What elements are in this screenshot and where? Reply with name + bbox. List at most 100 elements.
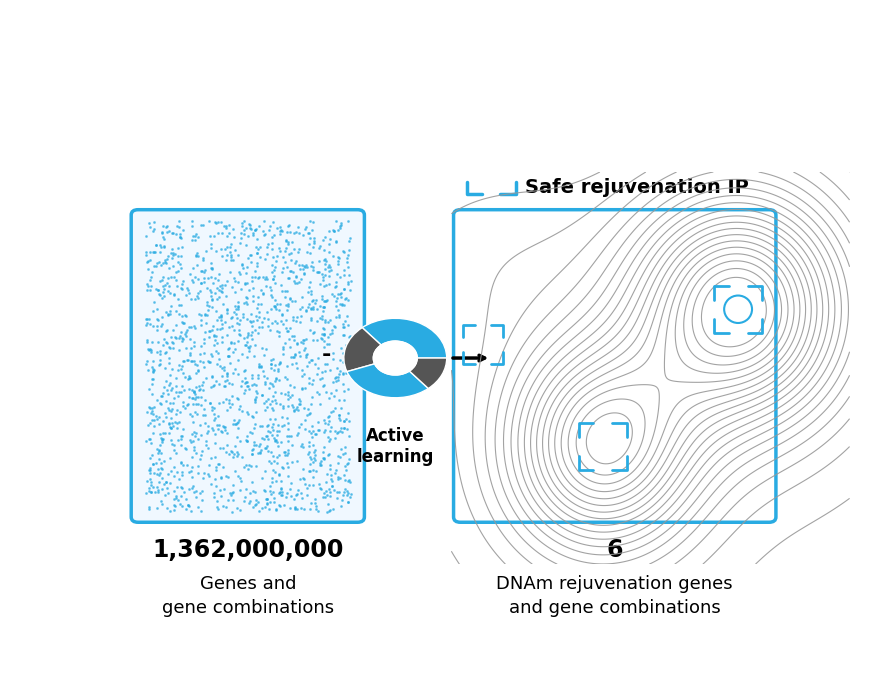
- Point: [331, 426, 345, 437]
- Point: [273, 486, 287, 497]
- Point: [257, 371, 271, 382]
- Point: [304, 354, 318, 365]
- Point: [250, 496, 265, 507]
- Point: [320, 469, 335, 480]
- Point: [319, 476, 333, 487]
- Point: [181, 499, 195, 510]
- Point: [324, 264, 338, 275]
- Point: [152, 477, 166, 488]
- Point: [258, 313, 272, 324]
- Point: [281, 389, 295, 400]
- Point: [343, 491, 358, 502]
- Point: [327, 290, 342, 301]
- Point: [295, 492, 309, 503]
- Point: [273, 398, 287, 409]
- Point: [323, 491, 337, 502]
- Point: [188, 294, 202, 305]
- Point: [172, 215, 186, 226]
- Point: [155, 319, 169, 330]
- Point: [185, 393, 199, 404]
- Point: [267, 316, 281, 327]
- Point: [207, 330, 221, 341]
- Point: [174, 262, 189, 273]
- Point: [243, 250, 258, 261]
- Point: [268, 376, 282, 387]
- Point: [175, 470, 189, 481]
- Point: [189, 398, 203, 409]
- Point: [328, 300, 342, 311]
- Point: [150, 325, 165, 336]
- Point: [231, 276, 245, 287]
- Point: [187, 321, 201, 332]
- Point: [288, 257, 302, 268]
- Point: [237, 461, 251, 472]
- Point: [196, 357, 210, 368]
- Point: [250, 224, 264, 235]
- Point: [249, 495, 263, 506]
- Point: [319, 295, 333, 306]
- Point: [338, 475, 352, 486]
- Point: [182, 392, 196, 403]
- Point: [152, 444, 166, 455]
- Point: [163, 453, 177, 464]
- Text: 6: 6: [606, 538, 623, 562]
- Point: [209, 246, 223, 257]
- Point: [242, 497, 256, 508]
- Point: [242, 459, 257, 470]
- Point: [178, 402, 192, 413]
- Point: [163, 398, 177, 409]
- Point: [304, 497, 318, 508]
- Point: [162, 419, 176, 430]
- Point: [169, 380, 183, 391]
- Point: [306, 294, 320, 305]
- Point: [296, 229, 310, 240]
- Point: [236, 215, 250, 226]
- Point: [281, 418, 296, 429]
- Point: [159, 254, 173, 265]
- Point: [156, 227, 170, 238]
- Point: [231, 471, 245, 482]
- Point: [257, 434, 271, 445]
- Point: [332, 486, 346, 497]
- Point: [275, 463, 289, 474]
- Point: [289, 490, 303, 501]
- Point: [231, 300, 245, 311]
- Point: [175, 430, 189, 441]
- Point: [166, 392, 181, 403]
- Point: [328, 281, 342, 292]
- Point: [323, 233, 337, 244]
- Point: [221, 343, 235, 354]
- Point: [251, 291, 266, 302]
- Point: [244, 461, 258, 472]
- Point: [285, 330, 299, 341]
- Point: [312, 352, 326, 363]
- Point: [322, 505, 336, 516]
- Point: [194, 310, 208, 321]
- Point: [329, 372, 343, 383]
- Point: [141, 313, 155, 324]
- Point: [341, 215, 355, 226]
- Point: [302, 480, 316, 491]
- Point: [148, 247, 162, 258]
- Circle shape: [373, 341, 417, 375]
- Point: [268, 387, 282, 398]
- Point: [271, 419, 285, 430]
- Point: [319, 387, 333, 398]
- Point: [321, 271, 335, 282]
- Point: [325, 387, 339, 398]
- Point: [189, 486, 203, 497]
- Point: [231, 355, 245, 366]
- Point: [208, 474, 222, 485]
- Point: [145, 415, 159, 426]
- Point: [336, 489, 350, 500]
- Point: [323, 504, 337, 515]
- Point: [296, 334, 311, 345]
- Point: [240, 314, 254, 325]
- Point: [238, 279, 252, 290]
- Point: [217, 365, 231, 376]
- Point: [335, 321, 350, 332]
- Point: [155, 292, 169, 303]
- Point: [248, 486, 262, 497]
- Point: [296, 442, 310, 453]
- Point: [275, 411, 289, 422]
